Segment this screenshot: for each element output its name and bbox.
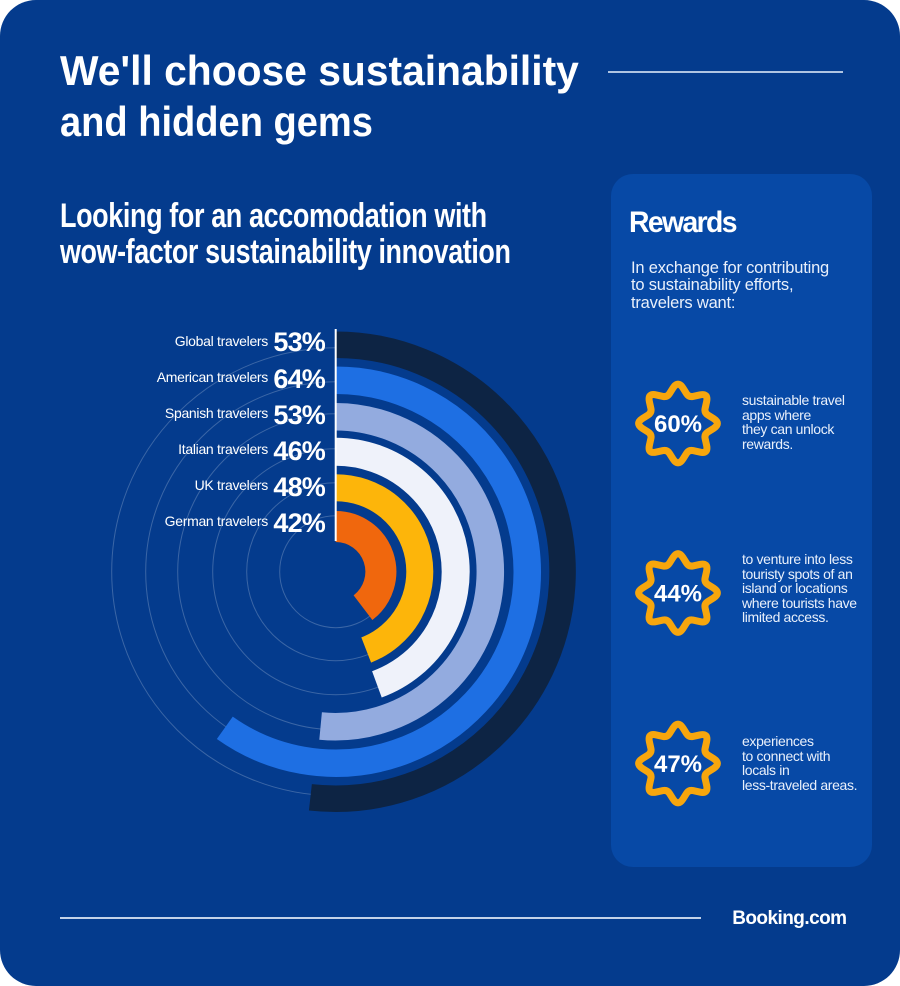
svg-text:44%: 44%: [654, 581, 702, 608]
svg-text:60%: 60%: [654, 411, 702, 438]
svg-text:47%: 47%: [654, 751, 702, 778]
